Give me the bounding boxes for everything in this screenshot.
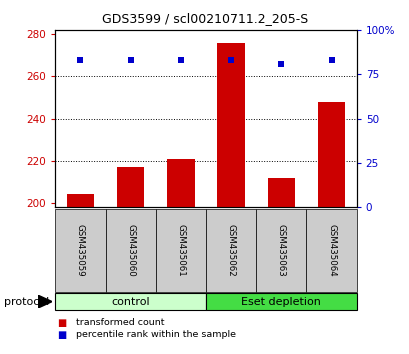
Text: ■: ■ [57,330,67,339]
Point [77,57,83,63]
Bar [217,43,244,207]
Bar [267,178,294,207]
Point [277,61,284,67]
Text: GSM435061: GSM435061 [176,224,185,277]
Text: control: control [111,297,150,307]
Text: GSM435062: GSM435062 [226,224,235,277]
Point [177,57,184,63]
Text: percentile rank within the sample: percentile rank within the sample [76,330,235,339]
Text: GSM435063: GSM435063 [276,224,285,277]
Point [328,57,334,63]
Text: GSM435060: GSM435060 [126,224,135,277]
Text: transformed count: transformed count [76,318,164,327]
Text: GSM435064: GSM435064 [326,224,335,277]
Polygon shape [38,295,52,308]
Text: protocol: protocol [4,297,49,307]
Bar [67,194,94,207]
Bar [117,167,144,207]
Text: Eset depletion: Eset depletion [241,297,321,307]
Point [227,57,234,63]
Bar [167,159,194,207]
Point [127,57,134,63]
Bar [317,102,344,207]
Text: ■: ■ [57,318,67,328]
Text: GSM435059: GSM435059 [76,224,85,277]
Text: GDS3599 / scl00210711.2_205-S: GDS3599 / scl00210711.2_205-S [101,12,308,25]
